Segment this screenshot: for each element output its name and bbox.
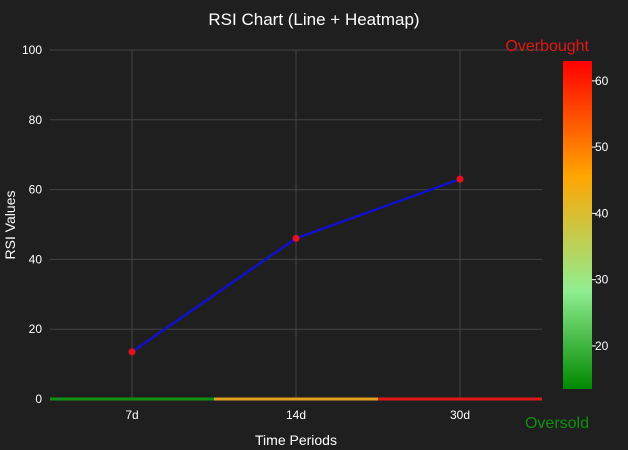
colorbar-ticks: 20 30 40 50 60 (592, 74, 609, 353)
colorbar-tick-40: 40 (595, 206, 609, 220)
y-tick-80: 80 (29, 113, 43, 127)
x-axis-label: Time Periods (255, 432, 337, 448)
data-point-7d (128, 348, 136, 356)
y-axis-label: RSI Values (2, 191, 18, 260)
x-tick-14d: 14d (286, 408, 306, 422)
chart-title: RSI Chart (Line + Heatmap) (208, 10, 419, 29)
data-point-14d (292, 234, 300, 242)
data-point-30d (456, 175, 464, 183)
x-tick-30d: 30d (450, 408, 470, 422)
rsi-markers (128, 175, 464, 356)
overbought-annotation: Overbought (505, 38, 589, 55)
y-tick-20: 20 (29, 322, 43, 336)
y-tick-0: 0 (35, 392, 42, 406)
y-tick-60: 60 (29, 183, 43, 197)
oversold-annotation: Oversold (525, 415, 589, 432)
heatmap-cell-7d (50, 397, 214, 401)
heatmap-row (50, 397, 542, 401)
y-tick-40: 40 (29, 252, 43, 266)
heatmap-cell-30d (378, 397, 542, 401)
colorbar (563, 61, 592, 389)
colorbar-tick-30: 30 (595, 273, 609, 287)
colorbar-tick-20: 20 (595, 339, 609, 353)
colorbar-tick-50: 50 (595, 140, 609, 154)
y-tick-100: 100 (22, 43, 42, 57)
x-axis-ticks: 7d 14d 30d (125, 408, 470, 422)
gridlines (50, 49, 542, 399)
heatmap-cell-14d (214, 397, 378, 401)
colorbar-tick-60: 60 (595, 74, 609, 88)
y-axis-ticks: 0 20 40 60 80 100 (22, 43, 42, 406)
x-tick-7d: 7d (125, 408, 138, 422)
